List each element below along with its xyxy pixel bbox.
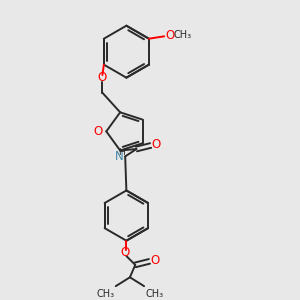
Text: O: O <box>97 70 106 84</box>
Text: O: O <box>150 254 160 267</box>
Text: H: H <box>118 148 125 158</box>
Text: O: O <box>93 125 102 138</box>
Text: CH₃: CH₃ <box>146 289 164 298</box>
Text: N: N <box>115 150 123 163</box>
Text: O: O <box>165 29 174 42</box>
Text: CH₃: CH₃ <box>174 30 192 40</box>
Text: O: O <box>121 246 130 259</box>
Text: CH₃: CH₃ <box>96 289 114 298</box>
Text: O: O <box>152 138 161 151</box>
